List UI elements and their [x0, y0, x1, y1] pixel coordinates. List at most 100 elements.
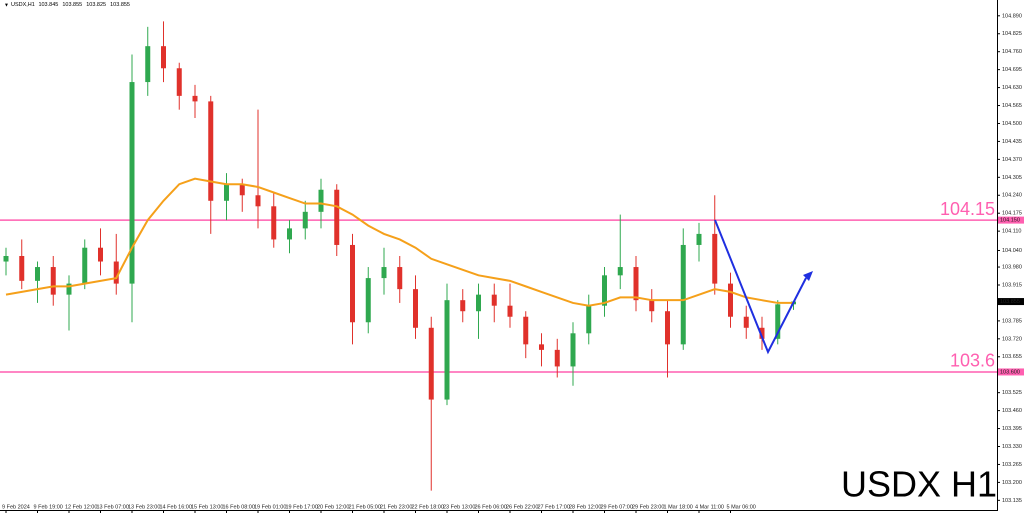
candle-body	[302, 211, 308, 229]
projection-arrow	[714, 219, 813, 355]
x-tick-label: 4 Mar 11:00	[695, 504, 724, 510]
candle-body	[82, 247, 88, 284]
candle-body	[633, 267, 639, 301]
y-tick-label: 104.370	[1002, 157, 1022, 163]
x-tick-label: 21 Feb 23:00	[380, 504, 412, 510]
x-tick-label: 29 Feb 23:00	[632, 504, 664, 510]
y-tick-label: 104.695	[1002, 67, 1022, 73]
candle-body	[523, 316, 529, 345]
x-tick-label: 20 Feb 12:00	[317, 504, 349, 510]
price-tag-label: 103.855	[1000, 299, 1020, 305]
plot-area	[0, 21, 997, 491]
level-tag-label: 104.150	[1000, 218, 1020, 224]
y-tick-label: 103.720	[1002, 336, 1022, 342]
candle-body	[334, 189, 340, 245]
x-tick-label: 13 Feb 23:00	[128, 504, 160, 510]
candle-body	[161, 46, 166, 69]
candle-body	[50, 267, 56, 295]
candle-body	[665, 311, 670, 345]
candle-body	[208, 101, 214, 201]
candle-body	[476, 294, 481, 312]
x-tick-label: 13 Feb 07:00	[97, 504, 129, 510]
x-tick-label: 12 Feb 12:00	[65, 504, 97, 510]
candle-body	[413, 289, 418, 328]
candle-body	[491, 294, 497, 306]
x-tick-label: 26 Feb 22:00	[506, 504, 538, 510]
y-tick-label: 103.915	[1002, 282, 1022, 288]
candle-body	[586, 305, 592, 334]
moving-average	[5, 177, 794, 307]
y-tick-label: 103.460	[1002, 408, 1022, 414]
candle-body	[602, 275, 607, 306]
y-tick-label: 103.785	[1002, 318, 1022, 324]
x-tick-label: 19 Feb 01:00	[254, 504, 286, 510]
candle-body	[129, 82, 135, 284]
candle-body	[287, 228, 292, 240]
candle-body	[570, 333, 576, 367]
candle-body	[255, 195, 261, 207]
candle-body	[271, 206, 277, 240]
x-tick-label: 14 Feb 16:00	[160, 504, 192, 510]
level-tag-label: 103.600	[1000, 369, 1020, 375]
candle-body	[318, 189, 324, 212]
candle-body	[397, 267, 403, 290]
header-value: 103.845	[38, 2, 58, 8]
candle-body	[539, 344, 544, 350]
candle-body	[775, 304, 781, 339]
candle-body	[728, 283, 733, 317]
projection-line	[714, 219, 807, 355]
candle-body	[680, 244, 686, 345]
candle-body	[113, 261, 119, 284]
candle-body	[712, 233, 718, 284]
y-tick-label: 104.630	[1002, 85, 1022, 91]
candle-body	[66, 283, 72, 295]
candle-body	[649, 300, 655, 312]
candle-body	[759, 327, 765, 339]
y-tick-label: 103.395	[1002, 426, 1022, 432]
x-tick-label: 5 Mar 06:00	[727, 504, 756, 510]
level-tag	[998, 368, 1024, 376]
y-tick-label: 103.200	[1002, 480, 1022, 486]
x-tick-label: 21 Feb 05:00	[349, 504, 381, 510]
y-tick-label: 103.265	[1002, 462, 1022, 468]
y-tick-label: 104.110	[1002, 229, 1021, 235]
header-value: 103.825	[86, 2, 106, 8]
candle-body	[507, 305, 513, 317]
candle-body	[350, 244, 355, 323]
price-tag	[998, 298, 1024, 306]
y-tick-label: 103.330	[1002, 444, 1022, 450]
x-tick-label: 26 Feb 06:00	[475, 504, 507, 510]
candle-body	[617, 267, 623, 276]
candle-body	[444, 300, 450, 400]
y-tick-label: 104.435	[1002, 139, 1022, 145]
candle-body	[3, 256, 9, 262]
candle-body	[176, 68, 182, 96]
header-value: 103.855	[110, 2, 130, 8]
x-tick-label: 27 Feb 17:00	[538, 504, 570, 510]
candle-body	[460, 300, 466, 312]
x-tick-label: 29 Feb 07:00	[601, 504, 633, 510]
candle-body	[239, 184, 245, 196]
x-tick-label: 23 Feb 13:00	[443, 504, 475, 510]
y-tick-label: 103.135	[1002, 498, 1022, 504]
y-tick-label: 104.305	[1002, 175, 1022, 181]
x-tick-label: 15 Feb 13:00	[191, 504, 223, 510]
y-tick-label: 103.655	[1002, 354, 1022, 360]
x-tick-label: 19 Feb 17:00	[286, 504, 318, 510]
x-tick-label: 16 Feb 08:00	[223, 504, 255, 510]
header-value: USDX,H1	[11, 2, 35, 8]
candle-body	[554, 349, 560, 367]
level-tag	[998, 216, 1024, 224]
y-tick-label: 104.040	[1002, 248, 1022, 254]
x-tick-label: 1 Mar 18:00	[664, 504, 693, 510]
y-tick-label: 104.825	[1002, 31, 1022, 37]
candle-body	[365, 278, 371, 323]
candle-body	[192, 95, 198, 102]
header: USDX,H1 103.845 103.855 103.825 103.855	[11, 2, 130, 8]
candle-body	[35, 267, 40, 281]
watermark: USDX H1	[841, 464, 997, 505]
candle-body	[696, 233, 702, 245]
